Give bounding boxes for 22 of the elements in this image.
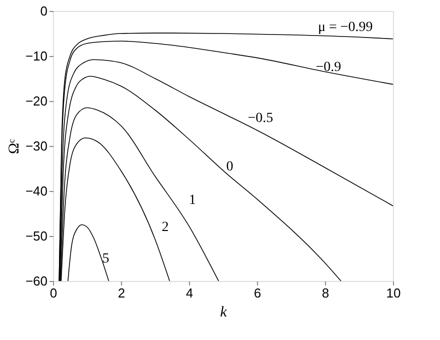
y-tick-label: −10 (25, 48, 48, 64)
y-tick-label: 0 (40, 4, 48, 18)
series-label: μ = −0.99 (318, 20, 373, 36)
series-label: −0.5 (248, 111, 274, 126)
series-label: 0 (226, 159, 234, 174)
y-tick-label: −40 (25, 184, 48, 198)
series-label: −0.9 (316, 60, 342, 75)
x-tick-label: 4 (186, 286, 194, 300)
y-tick-label: −60 (25, 274, 48, 288)
y-tick-label: −50 (25, 228, 48, 244)
y-axis-title: Ωᶜ (6, 138, 22, 154)
x-tick-label: 8 (322, 286, 330, 300)
series-label: 1 (188, 193, 196, 208)
x-tick-label: 0 (50, 286, 58, 300)
y-tick-label: −20 (25, 94, 48, 108)
x-tick-label: 2 (118, 286, 126, 300)
series-label: 2 (162, 220, 169, 235)
series-label: 5 (102, 252, 110, 266)
y-tick-label: −30 (25, 138, 48, 154)
x-tick-label: 6 (254, 286, 262, 300)
x-axis-title: k (220, 304, 228, 320)
x-tick-label: 10 (386, 286, 401, 300)
